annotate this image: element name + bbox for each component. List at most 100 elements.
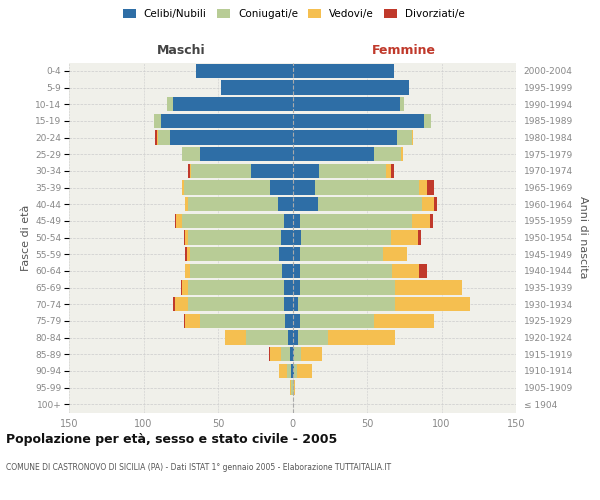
Bar: [200, 314, 285, 328]
Bar: [298, 297, 395, 311]
Bar: [185, 230, 188, 244]
Text: Femmine: Femmine: [372, 44, 436, 58]
Bar: [294, 380, 295, 394]
Bar: [188, 164, 190, 178]
Bar: [196, 64, 293, 78]
Bar: [270, 180, 293, 194]
Bar: [270, 347, 281, 361]
Bar: [188, 230, 281, 244]
Bar: [158, 130, 170, 144]
Bar: [293, 64, 394, 78]
Bar: [285, 314, 293, 328]
Bar: [293, 264, 300, 278]
Bar: [315, 180, 419, 194]
Bar: [386, 164, 391, 178]
Bar: [284, 280, 293, 294]
Bar: [190, 264, 282, 278]
Bar: [188, 280, 284, 294]
Bar: [419, 264, 427, 278]
Bar: [318, 197, 422, 211]
Text: Popolazione per età, sesso e stato civile - 2005: Popolazione per età, sesso e stato civil…: [6, 432, 337, 446]
Bar: [427, 180, 434, 194]
Bar: [294, 347, 301, 361]
Bar: [173, 297, 175, 311]
Bar: [294, 364, 297, 378]
Bar: [412, 214, 430, 228]
Bar: [184, 230, 185, 244]
Bar: [182, 147, 200, 161]
Bar: [319, 164, 386, 178]
Bar: [419, 180, 427, 194]
Bar: [290, 380, 291, 394]
Bar: [383, 247, 407, 261]
Bar: [190, 247, 279, 261]
Bar: [278, 197, 293, 211]
Bar: [293, 80, 409, 94]
Bar: [291, 364, 293, 378]
Bar: [182, 280, 188, 294]
Bar: [298, 330, 328, 344]
Bar: [391, 164, 394, 178]
Bar: [269, 347, 270, 361]
Bar: [173, 97, 293, 112]
Bar: [422, 197, 434, 211]
Legend: Celibi/Nubili, Coniugati/e, Vedovi/e, Divorziati/e: Celibi/Nubili, Coniugati/e, Vedovi/e, Di…: [119, 5, 469, 24]
Bar: [191, 164, 251, 178]
Bar: [374, 314, 434, 328]
Bar: [185, 247, 187, 261]
Bar: [282, 264, 293, 278]
Bar: [412, 130, 413, 144]
Bar: [397, 130, 412, 144]
Bar: [301, 347, 322, 361]
Bar: [293, 114, 424, 128]
Bar: [167, 97, 173, 112]
Bar: [293, 147, 374, 161]
Bar: [418, 230, 421, 244]
Bar: [157, 130, 158, 144]
Bar: [251, 164, 293, 178]
Bar: [284, 214, 293, 228]
Bar: [297, 364, 312, 378]
Bar: [290, 347, 293, 361]
Bar: [293, 280, 300, 294]
Bar: [300, 214, 412, 228]
Bar: [185, 314, 200, 328]
Bar: [401, 147, 403, 161]
Bar: [190, 164, 191, 178]
Bar: [293, 380, 294, 394]
Bar: [293, 364, 294, 378]
Bar: [279, 364, 287, 378]
Bar: [284, 297, 293, 311]
Text: COMUNE DI CASTRONOVO DI SICILIA (PA) - Dati ISTAT 1° gennaio 2005 - Elaborazione: COMUNE DI CASTRONOVO DI SICILIA (PA) - D…: [6, 462, 391, 471]
Y-axis label: Fasce di età: Fasce di età: [21, 204, 31, 270]
Bar: [293, 347, 294, 361]
Bar: [291, 380, 293, 394]
Bar: [293, 314, 300, 328]
Bar: [293, 180, 315, 194]
Bar: [221, 80, 293, 94]
Bar: [188, 197, 278, 211]
Bar: [175, 297, 188, 311]
Bar: [395, 297, 470, 311]
Bar: [247, 330, 288, 344]
Y-axis label: Anni di nascita: Anni di nascita: [578, 196, 589, 278]
Bar: [434, 197, 437, 211]
Bar: [293, 214, 300, 228]
Bar: [281, 230, 293, 244]
Bar: [161, 114, 293, 128]
Bar: [188, 297, 284, 311]
Bar: [424, 114, 431, 128]
Bar: [391, 230, 418, 244]
Bar: [328, 330, 395, 344]
Bar: [279, 247, 293, 261]
Bar: [301, 230, 391, 244]
Bar: [185, 197, 188, 211]
Bar: [154, 114, 161, 128]
Text: Maschi: Maschi: [157, 44, 205, 58]
Bar: [392, 264, 419, 278]
Bar: [293, 164, 319, 178]
Bar: [170, 130, 293, 144]
Bar: [430, 214, 433, 228]
Bar: [293, 330, 298, 344]
Bar: [300, 247, 383, 261]
